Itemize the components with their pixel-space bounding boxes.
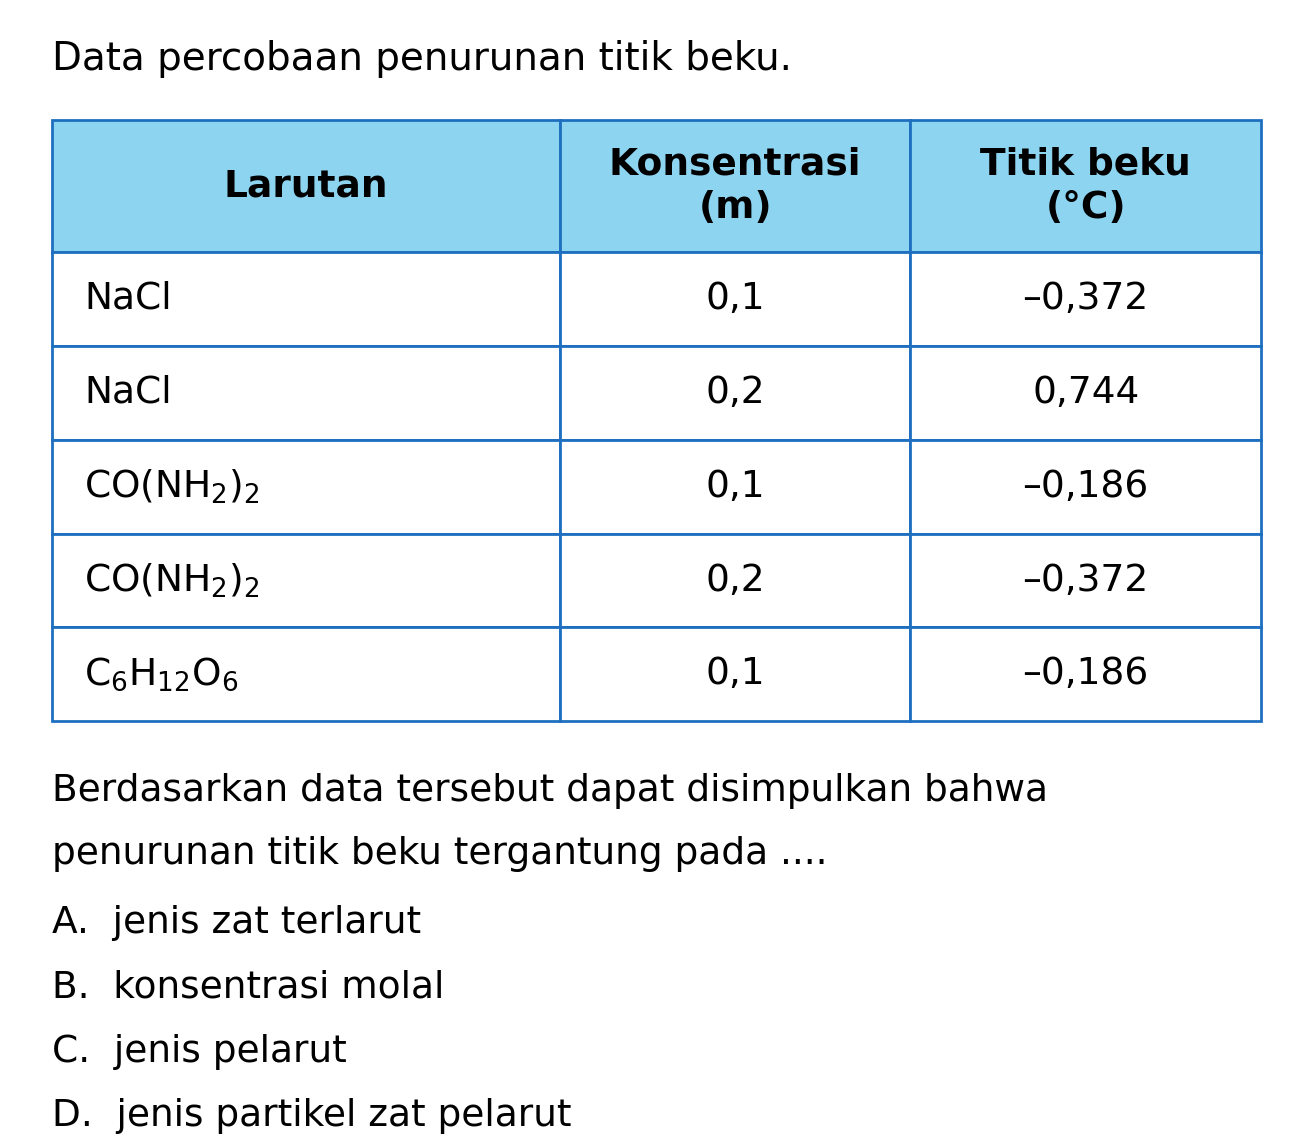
Bar — [910, 120, 1261, 252]
Bar — [52, 440, 560, 534]
Text: –0,372: –0,372 — [1023, 562, 1149, 599]
Text: –0,372: –0,372 — [1023, 281, 1149, 317]
Text: Konsentrasi
(m): Konsentrasi (m) — [608, 147, 862, 226]
Bar — [560, 534, 910, 627]
Bar — [910, 534, 1261, 627]
Text: NaCl: NaCl — [84, 374, 172, 411]
Text: $\mathregular{C_6H_{12}O_6}$: $\mathregular{C_6H_{12}O_6}$ — [84, 656, 239, 693]
Bar — [560, 627, 910, 721]
Text: Berdasarkan data tersebut dapat disimpulkan bahwa: Berdasarkan data tersebut dapat disimpul… — [52, 773, 1048, 808]
Text: 0,2: 0,2 — [706, 562, 764, 599]
Text: NaCl: NaCl — [84, 281, 172, 317]
Text: –0,186: –0,186 — [1023, 468, 1149, 505]
Bar — [910, 346, 1261, 440]
Text: –0,186: –0,186 — [1023, 656, 1149, 693]
Bar — [560, 346, 910, 440]
Text: A.  jenis zat terlarut: A. jenis zat terlarut — [52, 905, 421, 941]
Text: C.  jenis pelarut: C. jenis pelarut — [52, 1034, 347, 1069]
Bar — [560, 120, 910, 252]
Bar — [910, 252, 1261, 346]
Text: penurunan titik beku tergantung pada ....: penurunan titik beku tergantung pada ...… — [52, 836, 828, 871]
Bar — [560, 252, 910, 346]
Text: 0,2: 0,2 — [706, 374, 764, 411]
Text: 0,1: 0,1 — [706, 656, 764, 693]
Text: 0,1: 0,1 — [706, 468, 764, 505]
Bar — [52, 627, 560, 721]
Text: 0,744: 0,744 — [1032, 374, 1139, 411]
Bar — [52, 252, 560, 346]
Bar — [52, 534, 560, 627]
Text: D.  jenis partikel zat pelarut: D. jenis partikel zat pelarut — [52, 1098, 572, 1134]
Bar — [52, 120, 560, 252]
Bar — [52, 346, 560, 440]
Text: 0,1: 0,1 — [706, 281, 764, 317]
Text: Larutan: Larutan — [224, 168, 389, 204]
Bar — [910, 627, 1261, 721]
Text: Data percobaan penurunan titik beku.: Data percobaan penurunan titik beku. — [52, 40, 792, 78]
Text: B.  konsentrasi molal: B. konsentrasi molal — [52, 970, 445, 1005]
Text: $\mathregular{CO(NH_2)_2}$: $\mathregular{CO(NH_2)_2}$ — [84, 561, 260, 600]
Text: $\mathregular{CO(NH_2)_2}$: $\mathregular{CO(NH_2)_2}$ — [84, 467, 260, 506]
Bar — [910, 440, 1261, 534]
Text: Titik beku
(°C): Titik beku (°C) — [980, 147, 1191, 226]
Bar — [560, 440, 910, 534]
